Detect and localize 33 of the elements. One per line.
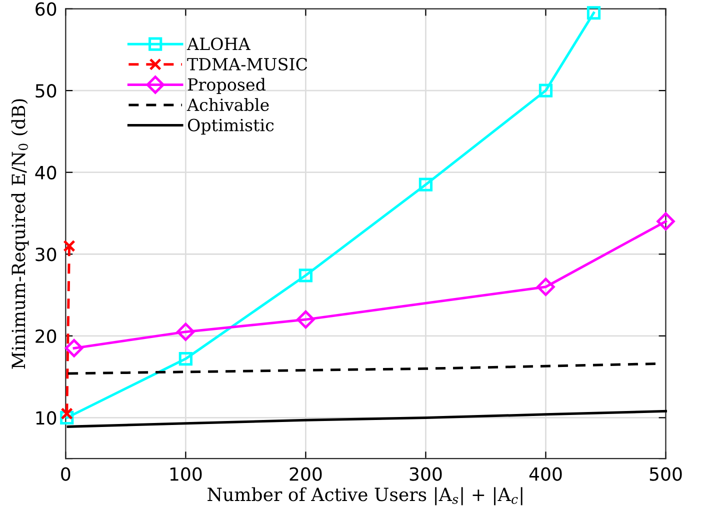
x-tick-label: 500 xyxy=(650,467,682,481)
y-axis-title: Minimum-Required E/N$_{0}$ (dB) xyxy=(11,99,29,369)
point xyxy=(536,278,555,296)
point xyxy=(298,268,313,282)
y-tick-label: 50 xyxy=(36,84,56,98)
point xyxy=(176,322,195,341)
x-axis-title: Number of Active Users |A$_{s}$| + |A$_{c}$| xyxy=(208,487,522,506)
x-tick-label: 200 xyxy=(290,467,322,481)
point xyxy=(178,352,192,366)
y-tick-label: 60 xyxy=(36,2,56,16)
y-tick-label: 10 xyxy=(36,411,56,425)
point xyxy=(586,6,601,20)
point xyxy=(64,339,84,358)
y-tick-label: 30 xyxy=(36,248,56,262)
legend-label: Achivable xyxy=(186,98,269,112)
point xyxy=(63,240,76,252)
point xyxy=(538,84,553,98)
line-series xyxy=(66,410,668,428)
point xyxy=(656,212,675,231)
line-series xyxy=(66,362,658,375)
y-tick-label: 40 xyxy=(35,166,56,180)
legend-label: Optimistic xyxy=(188,118,274,135)
y-tick-label: 20 xyxy=(36,329,56,344)
legend-label: Proposed xyxy=(188,78,266,94)
point xyxy=(60,407,73,420)
x-tick-label: 400 xyxy=(529,467,562,481)
x-tick-label: 0 xyxy=(61,467,70,481)
x-tick-label: 100 xyxy=(170,467,202,481)
legend-label: TDMA-MUSIC xyxy=(187,58,308,70)
point xyxy=(418,178,433,192)
legend-label: ALOHA xyxy=(186,38,250,50)
point xyxy=(296,310,315,329)
x-tick-label: 300 xyxy=(410,467,442,481)
